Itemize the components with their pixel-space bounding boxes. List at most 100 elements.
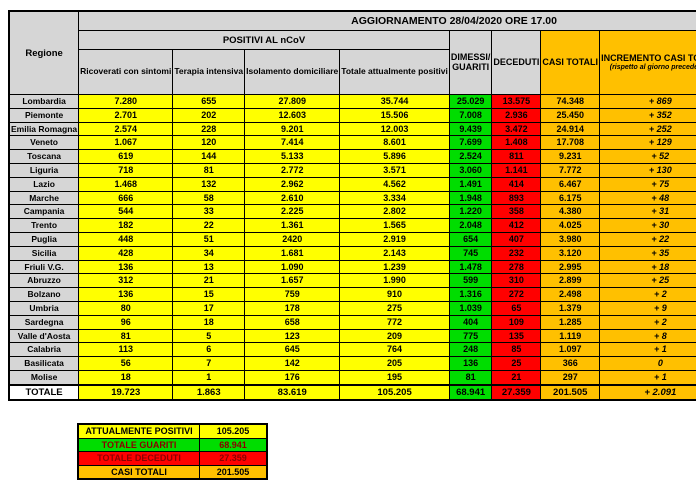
incremento-value: + 1	[599, 342, 696, 358]
casi-totali-value: 1.379	[540, 300, 601, 316]
ricoverati-value: 18	[78, 369, 174, 386]
terapia-intensiva-value: 58	[172, 190, 246, 206]
deceduti-value: 232	[491, 245, 542, 261]
dimessi-guariti-value: 1.039	[448, 300, 493, 316]
summary-row: CASI TOTALI 201.505	[77, 464, 268, 480]
totale-positivi-value: 2.143	[339, 245, 450, 261]
incremento-value: + 2	[599, 287, 696, 302]
region-name: Basilicata	[8, 356, 80, 371]
covid-regions-table: Regione AGGIORNAMENTO 28/04/2020 ORE 17.…	[8, 10, 696, 401]
dimessi-guariti-value: 25.029	[448, 94, 493, 109]
casi-totali-value: 25.450	[540, 107, 601, 123]
totale-positivi-value: 15.506	[339, 107, 450, 123]
incremento-value: + 75	[599, 176, 696, 192]
deceduti-value: 2.936	[491, 107, 542, 123]
region-name: Piemonte	[8, 107, 80, 123]
isolamento-value: 2.962	[244, 176, 341, 192]
incremento-value: + 9	[599, 300, 696, 316]
terapia-intensiva-value: 34	[172, 245, 246, 261]
ricoverati-value: 619	[78, 149, 174, 164]
deceduti-value: 135	[491, 328, 542, 344]
summary-value: 201.505	[199, 464, 268, 480]
terapia-intensiva-value: 202	[172, 107, 246, 123]
isolamento-value: 123	[244, 328, 341, 344]
column-header-isolamento: Isolamento domiciliare	[244, 49, 341, 95]
summary-body: ATTUALMENTE POSITIVI 105.205 TOTALE GUARIT…	[77, 423, 268, 480]
casi-totali-value: 74.348	[540, 94, 601, 109]
region-name: Marche	[8, 190, 80, 206]
totale-incremento-value: + 2.091	[599, 383, 696, 401]
table-header: Regione AGGIORNAMENTO 28/04/2020 ORE 17.…	[8, 10, 696, 95]
region-row: Liguria 718 81 2.772 3.571 3.060 1.141 7.772 + 1…	[8, 162, 696, 178]
column-header-dimessi-guariti: DIMESSI/ GUARITI	[448, 30, 493, 95]
isolamento-value: 178	[244, 300, 341, 316]
summary-label: CASI TOTALI	[77, 464, 200, 480]
casi-totali-value: 4.025	[540, 218, 601, 233]
isolamento-value: 2.772	[244, 162, 341, 178]
column-header-ricoverati: Ricoverati con sintomi	[78, 49, 174, 95]
region-name: Valle d'Aosta	[8, 328, 80, 344]
terapia-intensiva-value: 132	[172, 176, 246, 192]
ricoverati-value: 2.701	[78, 107, 174, 123]
totale-positivi-value: 4.562	[339, 176, 450, 192]
region-name: Molise	[8, 369, 80, 386]
region-row: Friuli V.G. 136 13 1.090 1.239 1.478 278 2.995 +…	[8, 259, 696, 275]
isolamento-value: 2420	[244, 231, 341, 247]
totale-dimessi-guariti-value: 68.941	[448, 383, 493, 401]
dimessi-guariti-value: 775	[448, 328, 493, 344]
totale-positivi-value: 205	[339, 356, 450, 371]
deceduti-value: 278	[491, 259, 542, 275]
summary-row: ATTUALMENTE POSITIVI 105.205	[77, 423, 268, 439]
region-name: Trento	[8, 218, 80, 233]
dimessi-guariti-value: 2.524	[448, 149, 493, 164]
region-name: Umbria	[8, 300, 80, 316]
ricoverati-value: 718	[78, 162, 174, 178]
totale-positivi-value: 12.003	[339, 121, 450, 137]
region-name: Puglia	[8, 231, 80, 247]
dimessi-guariti-value: 1.948	[448, 190, 493, 206]
ricoverati-value: 182	[78, 218, 174, 233]
totale-positivi-value: 2.802	[339, 204, 450, 220]
terapia-intensiva-value: 17	[172, 300, 246, 316]
isolamento-value: 12.603	[244, 107, 341, 123]
region-name: Lazio	[8, 176, 80, 192]
ricoverati-value: 2.574	[78, 121, 174, 137]
totale-positivi-value: 2.919	[339, 231, 450, 247]
terapia-intensiva-value: 21	[172, 273, 246, 289]
column-header-incremento: INCREMENTO CASI TOTALI (rispetto al gior…	[599, 30, 696, 95]
region-name: Lombardia	[8, 94, 80, 109]
casi-totali-value: 2.498	[540, 287, 601, 302]
isolamento-value: 5.133	[244, 149, 341, 164]
ricoverati-value: 428	[78, 245, 174, 261]
region-name: Calabria	[8, 342, 80, 358]
dimessi-guariti-value: 1.478	[448, 259, 493, 275]
incremento-value: + 8	[599, 328, 696, 344]
totale-casi-totali-value: 201.505	[540, 383, 601, 401]
terapia-intensiva-value: 144	[172, 149, 246, 164]
deceduti-value: 3.472	[491, 121, 542, 137]
isolamento-value: 658	[244, 314, 341, 330]
incremento-value: 0	[599, 356, 696, 371]
ricoverati-value: 666	[78, 190, 174, 206]
casi-totali-value: 297	[540, 369, 601, 386]
incremento-value: + 52	[599, 149, 696, 164]
dimessi-guariti-value: 81	[448, 369, 493, 386]
isolamento-value: 9.201	[244, 121, 341, 137]
region-name: Sardegna	[8, 314, 80, 330]
terapia-intensiva-value: 6	[172, 342, 246, 358]
region-row: Lazio 1.468 132 2.962 4.562 1.491 414 6.467 + 75…	[8, 176, 696, 192]
summary-box: ATTUALMENTE POSITIVI 105.205 TOTALE GUARIT…	[77, 423, 268, 480]
totale-deceduti-value: 27.359	[491, 383, 542, 401]
isolamento-value: 2.225	[244, 204, 341, 220]
casi-totali-value: 7.772	[540, 162, 601, 178]
region-row: Piemonte 2.701 202 12.603 15.506 7.008 2.936 25…	[8, 107, 696, 123]
terapia-intensiva-value: 81	[172, 162, 246, 178]
incremento-value: + 130	[599, 162, 696, 178]
isolamento-value: 2.610	[244, 190, 341, 206]
region-name: Veneto	[8, 135, 80, 151]
deceduti-value: 412	[491, 218, 542, 233]
casi-totali-value: 1.119	[540, 328, 601, 344]
region-name: Emilia Romagna	[8, 121, 80, 137]
